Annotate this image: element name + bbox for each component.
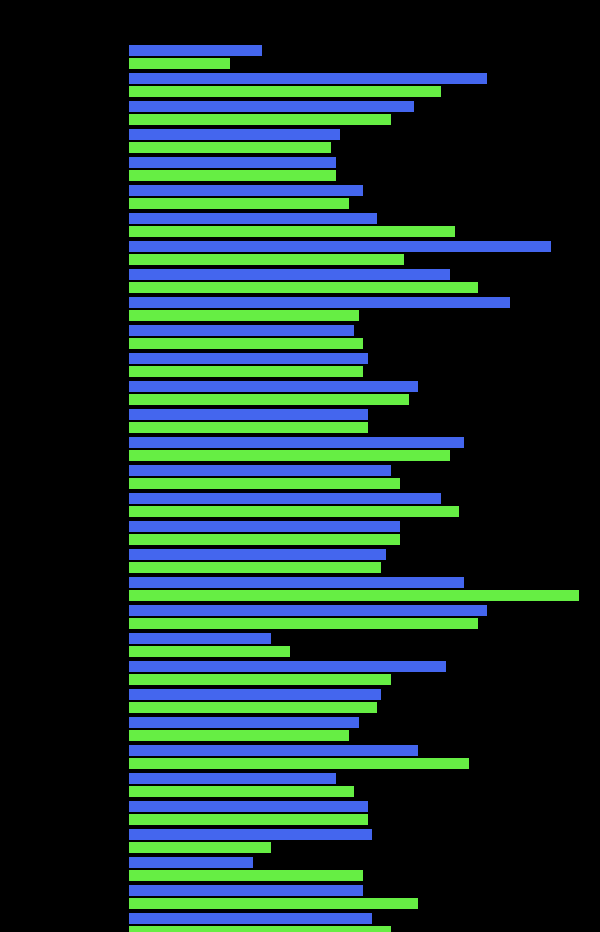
Bar xyxy=(129,254,404,265)
Bar xyxy=(129,521,400,532)
Bar xyxy=(129,409,368,420)
Bar xyxy=(129,730,349,741)
Bar xyxy=(129,926,391,932)
Bar xyxy=(129,353,368,364)
Bar xyxy=(129,297,510,308)
Bar xyxy=(129,605,487,616)
Bar xyxy=(129,646,290,657)
Bar xyxy=(129,534,400,545)
Bar xyxy=(129,129,340,140)
Bar xyxy=(129,170,335,181)
Bar xyxy=(129,366,363,377)
Bar xyxy=(129,493,441,504)
Bar xyxy=(129,885,363,896)
Bar xyxy=(129,674,391,685)
Bar xyxy=(129,801,368,812)
Bar xyxy=(129,633,271,644)
Bar xyxy=(129,241,551,252)
Bar xyxy=(129,758,469,769)
Bar xyxy=(129,114,391,125)
Bar xyxy=(129,465,391,476)
Bar xyxy=(129,562,382,573)
Bar xyxy=(129,745,418,756)
Bar xyxy=(129,661,446,672)
Bar xyxy=(129,185,363,196)
Bar xyxy=(129,842,271,853)
Bar xyxy=(129,829,372,840)
Bar xyxy=(129,282,478,293)
Bar xyxy=(129,773,335,784)
Bar xyxy=(129,73,487,84)
Bar xyxy=(129,549,386,560)
Bar xyxy=(129,814,368,825)
Bar xyxy=(129,618,478,629)
Bar xyxy=(129,577,464,588)
Bar xyxy=(129,786,354,797)
Bar xyxy=(129,226,455,237)
Bar xyxy=(129,898,418,909)
Bar xyxy=(129,325,354,336)
Bar xyxy=(129,394,409,405)
Bar xyxy=(129,101,413,112)
Bar xyxy=(129,157,335,168)
Bar xyxy=(129,45,262,56)
Bar xyxy=(129,310,359,321)
Bar xyxy=(129,381,418,392)
Bar xyxy=(129,142,331,153)
Bar xyxy=(129,478,400,489)
Bar xyxy=(129,198,349,209)
Bar xyxy=(129,437,464,448)
Bar xyxy=(129,506,460,517)
Bar xyxy=(129,857,253,868)
Bar xyxy=(129,702,377,713)
Bar xyxy=(129,450,450,461)
Bar xyxy=(129,58,230,69)
Bar xyxy=(129,338,363,349)
Bar xyxy=(129,717,359,728)
Bar xyxy=(129,689,382,700)
Bar xyxy=(129,590,579,601)
Bar xyxy=(129,213,377,224)
Bar xyxy=(129,422,368,433)
Bar xyxy=(129,870,363,881)
Bar xyxy=(129,86,441,97)
Bar xyxy=(129,913,372,924)
Bar xyxy=(129,269,450,280)
